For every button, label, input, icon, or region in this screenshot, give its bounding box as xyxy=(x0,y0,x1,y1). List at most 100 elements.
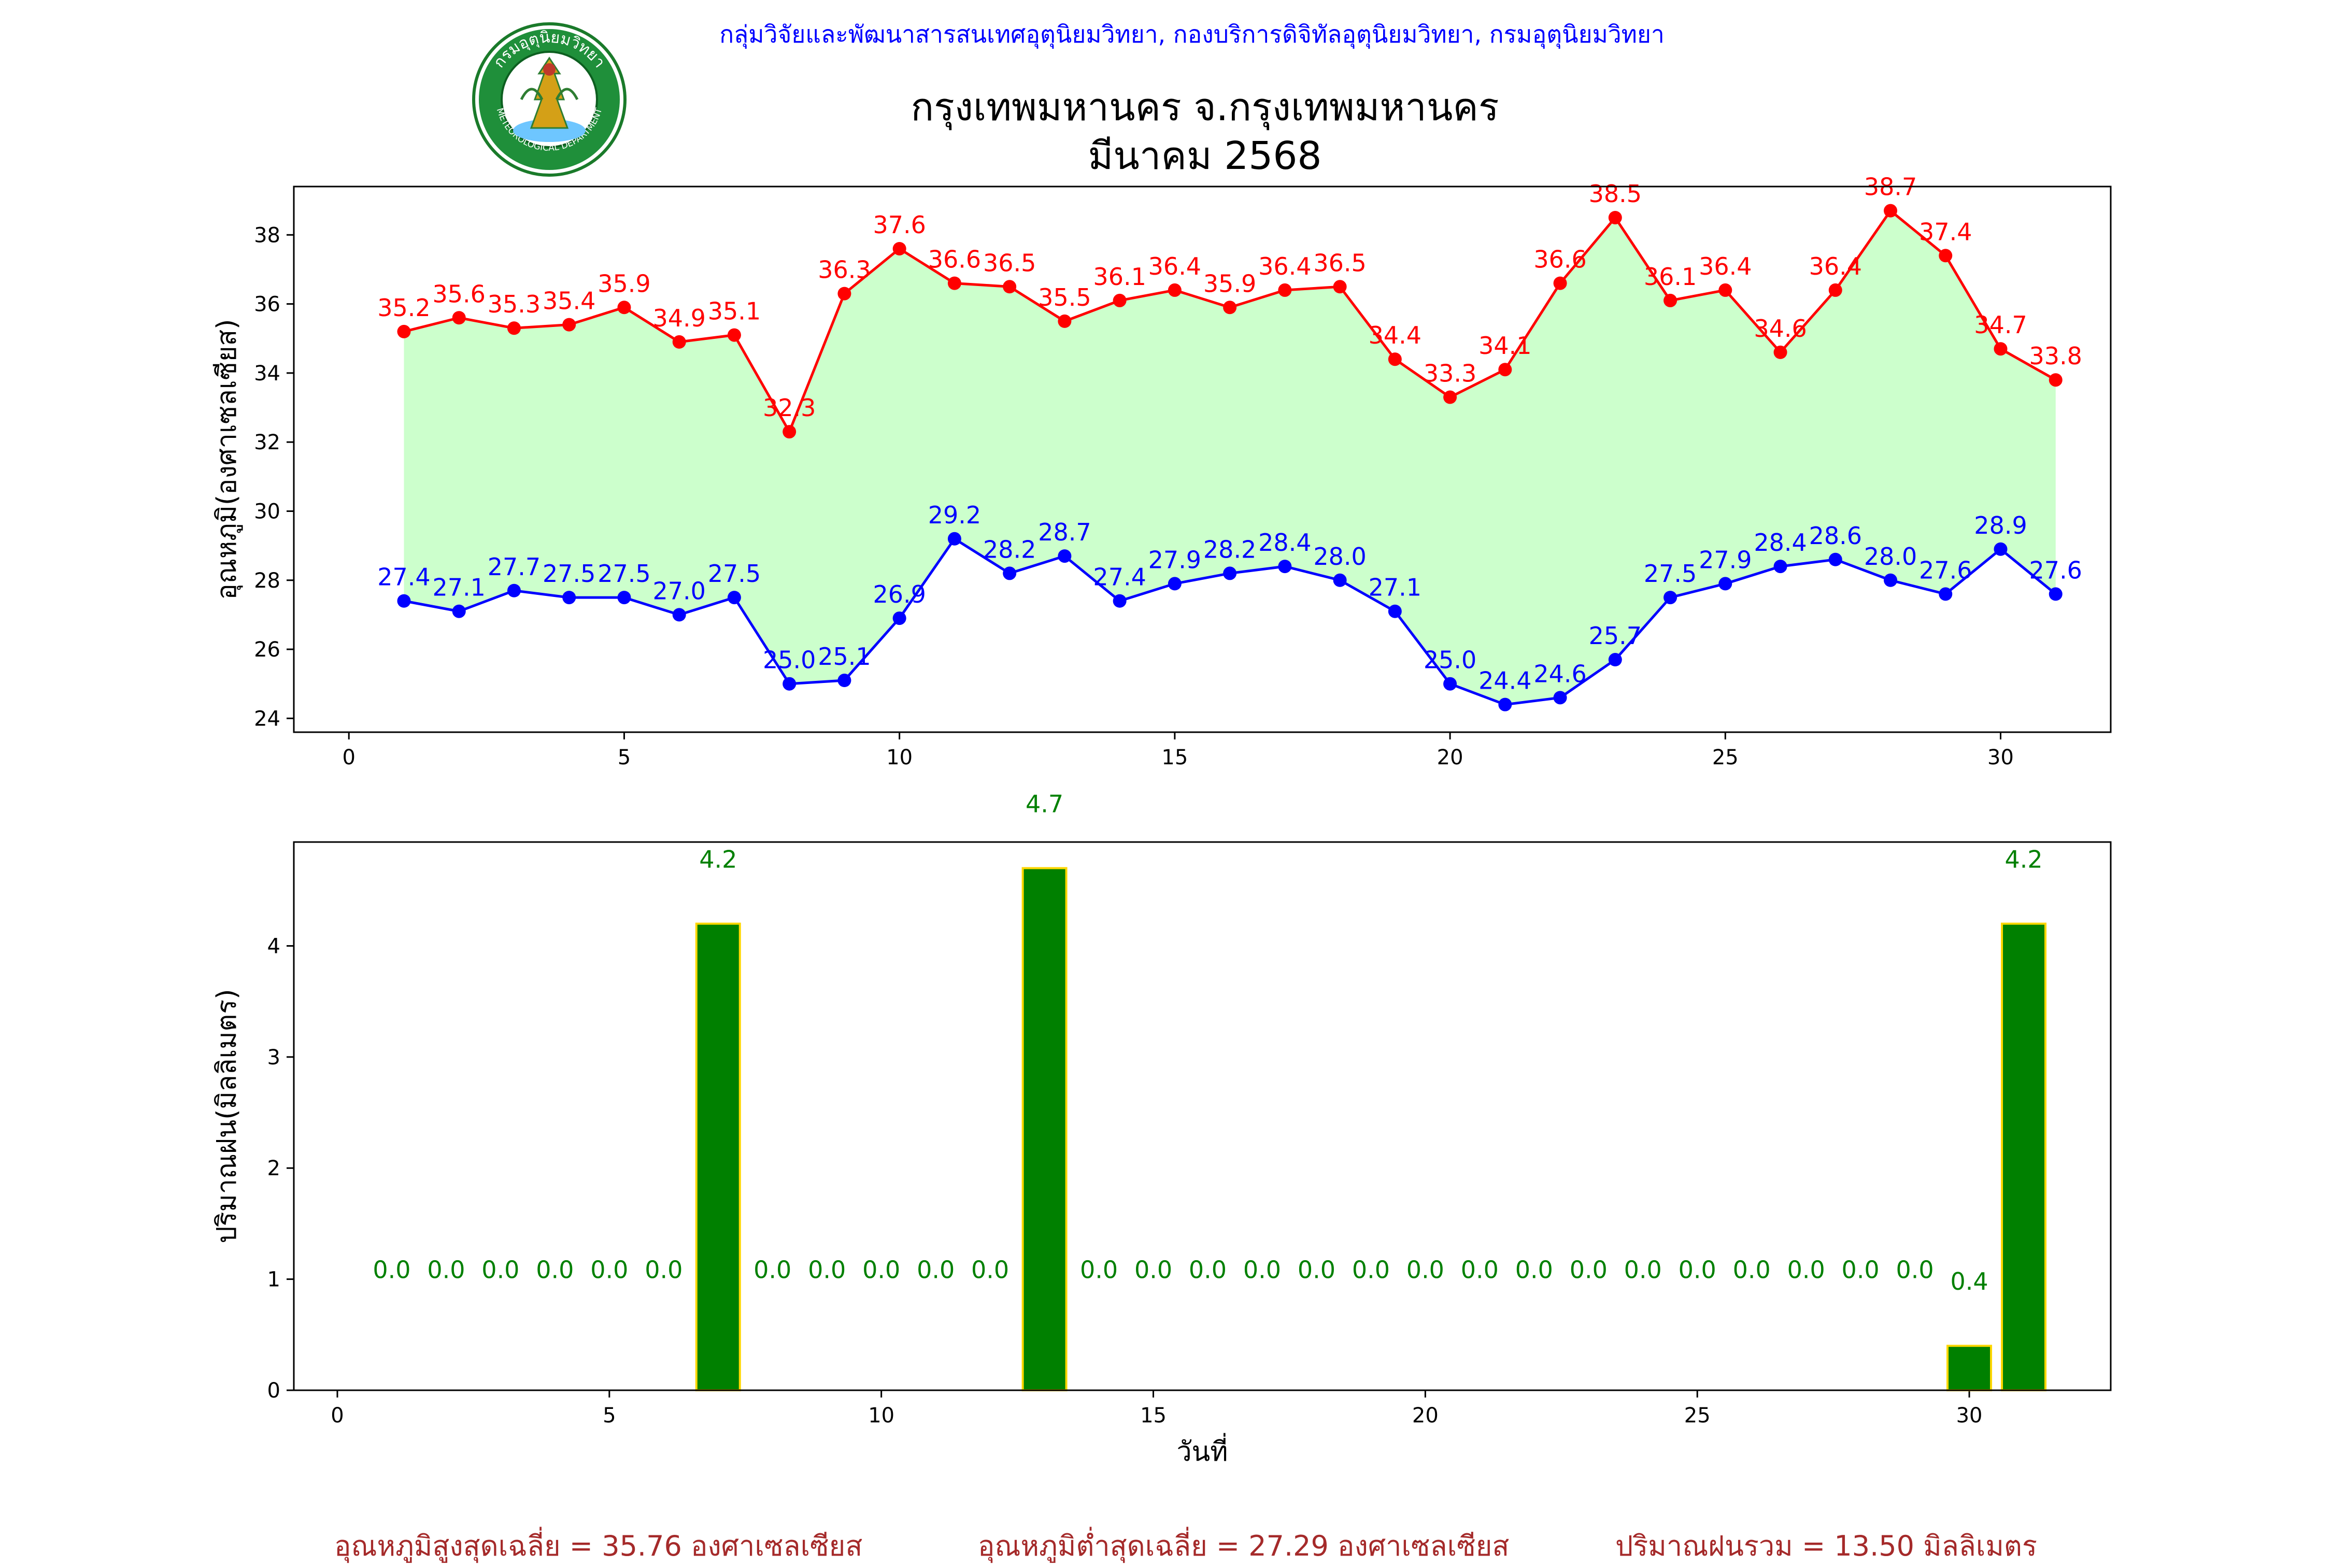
min-temp-label: 25.0 xyxy=(1424,646,1476,674)
min-temp-point xyxy=(1994,542,2008,556)
max-temp-label: 36.4 xyxy=(1699,252,1752,280)
min-temp-point xyxy=(783,677,797,691)
rain-bar-label: 0.0 xyxy=(427,1256,465,1284)
temp-y-tick-label: 28 xyxy=(254,569,280,593)
min-temp-point xyxy=(1058,549,1072,563)
min-temp-point xyxy=(1333,573,1347,587)
max-temp-label: 36.1 xyxy=(1644,263,1697,291)
min-temp-point xyxy=(562,591,576,605)
max-temp-label: 36.6 xyxy=(928,246,981,274)
min-temp-label: 28.9 xyxy=(1974,511,2027,539)
min-temp-point xyxy=(1553,691,1567,705)
max-temp-point xyxy=(947,276,961,290)
min-temp-point xyxy=(1828,552,1842,566)
rainfall-chart: 0 5 10 15 20 25 30 0 1 2 3 4 ปริมาณฝน(มิลลิเมตร) วันท… xyxy=(211,790,2112,1467)
rain-bar-label: 0.0 xyxy=(1624,1256,1662,1284)
max-temp-point xyxy=(1773,345,1787,359)
max-temp-label: 33.8 xyxy=(2029,342,2082,370)
rain-bar-label: 0.0 xyxy=(808,1256,846,1284)
min-temp-label: 27.5 xyxy=(1644,560,1697,588)
rain-bar-label: 0.0 xyxy=(1406,1256,1444,1284)
min-temp-label: 25.7 xyxy=(1589,622,1642,650)
max-temp-point xyxy=(2049,373,2063,387)
min-temp-label: 26.9 xyxy=(873,580,926,608)
rain-y-tick-label: 1 xyxy=(267,1268,280,1292)
min-temp-label: 27.4 xyxy=(1093,563,1146,591)
max-temp-point xyxy=(1278,283,1292,297)
rain-bar-label: 4.2 xyxy=(2004,846,2042,874)
footer-total-rain: ปริมาณฝนรวม = 13.50 มิลลิเมตร xyxy=(1615,1530,2038,1562)
chart-title: กรุงเทพมหานคร จ.กรุงเทพมหานคร มีนาคม 256… xyxy=(751,83,1658,180)
max-temp-label: 34.7 xyxy=(1974,311,2027,339)
max-temp-label: 36.4 xyxy=(1148,252,1201,280)
temp-y-tick-label: 34 xyxy=(254,362,280,386)
temp-x-tick-label: 0 xyxy=(343,746,356,769)
min-temp-label: 27.5 xyxy=(708,560,761,588)
max-temp-label: 35.2 xyxy=(377,294,430,322)
min-temp-label: 28.4 xyxy=(1258,529,1311,557)
temp-y-tick-label: 26 xyxy=(254,638,280,662)
rain-bar-label: 0.0 xyxy=(1189,1256,1227,1284)
temp-x-tick-label: 25 xyxy=(1712,746,1739,769)
max-temp-label: 36.4 xyxy=(1809,252,1862,280)
rain-bar-label: 0.0 xyxy=(1298,1256,1335,1284)
min-temp-point xyxy=(397,594,411,608)
min-temp-label: 27.9 xyxy=(1699,546,1752,574)
temp-x-tick-label: 20 xyxy=(1437,746,1463,769)
max-temp-label: 36.5 xyxy=(1313,249,1366,277)
min-temp-point xyxy=(1223,566,1237,580)
rain-bar-label: 0.0 xyxy=(536,1256,574,1284)
temp-x-tick-label: 5 xyxy=(618,746,631,769)
min-temp-point xyxy=(507,583,521,597)
max-temp-point xyxy=(397,324,411,338)
min-temp-point xyxy=(1278,560,1292,574)
min-temp-label: 28.2 xyxy=(1203,535,1256,563)
max-temp-point xyxy=(1498,363,1512,377)
max-temp-label: 35.9 xyxy=(1203,269,1256,297)
max-temp-point xyxy=(672,335,686,349)
max-temp-point xyxy=(1718,283,1732,297)
max-temp-label: 35.9 xyxy=(598,269,650,297)
min-temp-point xyxy=(1663,591,1677,605)
max-temp-label: 37.4 xyxy=(1919,218,1972,246)
rain-bar-label: 0.0 xyxy=(971,1256,1009,1284)
footer-avg-max: อุณหภูมิสูงสุดเฉลี่ย = 35.76 องศาเซลเซีย… xyxy=(334,1530,863,1562)
max-temp-point xyxy=(783,425,797,439)
min-temp-point xyxy=(452,604,466,618)
min-temp-point xyxy=(1718,577,1732,591)
temp-x-tick-label: 30 xyxy=(1987,746,2014,769)
min-temp-label: 27.1 xyxy=(433,574,486,602)
max-temp-label: 34.6 xyxy=(1754,315,1807,343)
min-temp-label: 27.5 xyxy=(543,560,595,588)
max-temp-label: 36.3 xyxy=(818,256,871,284)
rain-x-tick-label: 10 xyxy=(868,1404,894,1428)
max-temp-point xyxy=(1994,342,2008,356)
rain-bar-label: 0.0 xyxy=(1679,1256,1716,1284)
rain-bar-label: 0.0 xyxy=(1896,1256,1934,1284)
rain-bar-label: 0.0 xyxy=(1515,1256,1553,1284)
rain-x-tick-label: 5 xyxy=(603,1404,616,1428)
rain-bar-label: 0.0 xyxy=(645,1256,682,1284)
max-temp-label: 37.6 xyxy=(873,211,926,239)
rain-bar xyxy=(1021,867,1068,1391)
footer-avg-min: อุณหภูมิต่ำสุดเฉลี่ย = 27.29 องศาเซลเซีย… xyxy=(978,1530,1510,1562)
temp-x-tick-label: 15 xyxy=(1161,746,1188,769)
max-temp-point xyxy=(1003,280,1017,294)
rain-x-tick-label: 25 xyxy=(1684,1404,1711,1428)
max-temp-label: 35.5 xyxy=(1038,283,1091,311)
rain-bar xyxy=(695,922,741,1391)
rain-x-tick-label: 15 xyxy=(1140,1404,1167,1428)
meteorological-department-logo: กรมอุตุนิยมวิทยา METEOROLOGICAL DEPARTME… xyxy=(472,22,627,177)
rain-x-tick-label: 30 xyxy=(1956,1404,1983,1428)
max-temp-point xyxy=(452,311,466,325)
max-temp-label: 36.1 xyxy=(1093,263,1146,291)
rain-y-tick-label: 4 xyxy=(267,934,280,958)
max-temp-label: 34.1 xyxy=(1478,332,1531,360)
rain-y-tick-label: 0 xyxy=(267,1379,280,1403)
rain-bar-label: 0.0 xyxy=(481,1256,519,1284)
min-temp-point xyxy=(672,608,686,622)
temp-y-tick-label: 38 xyxy=(254,223,280,247)
rain-bar-label: 0.0 xyxy=(1352,1256,1390,1284)
rain-bar-label: 0.0 xyxy=(1461,1256,1499,1284)
temp-y-tick-label: 32 xyxy=(254,431,280,454)
